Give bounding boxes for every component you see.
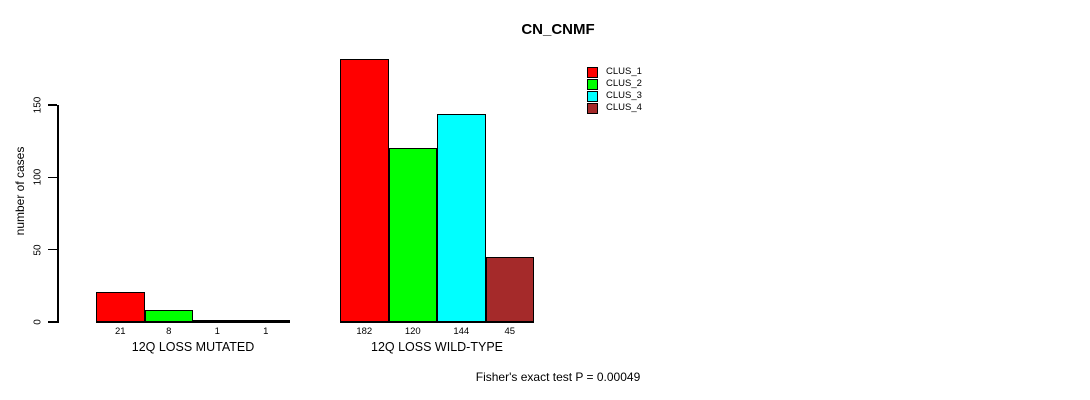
bar-value-label: 21 xyxy=(114,326,126,337)
bar xyxy=(485,256,534,322)
legend-swatch xyxy=(587,66,598,78)
legend-item: CLUS_4 xyxy=(587,102,642,114)
y-axis-tick xyxy=(48,104,57,106)
x-axis-category-label: 12Q LOSS MUTATED xyxy=(131,340,255,354)
y-axis-tick xyxy=(48,176,57,179)
bar xyxy=(437,113,486,322)
legend-swatch xyxy=(587,90,598,102)
x-axis-category-label: 12Q LOSS WILD-TYPE xyxy=(371,340,503,354)
bar-value-label: 144 xyxy=(453,326,470,337)
bar xyxy=(340,58,389,322)
y-axis-line xyxy=(57,105,59,323)
bar xyxy=(96,291,145,322)
legend-item: CLUS_1 xyxy=(587,66,642,78)
bar-value-label: 120 xyxy=(404,326,421,337)
legend-label: CLUS_2 xyxy=(606,78,642,89)
legend: CLUS_1 CLUS_2 CLUS_3 CLUS_4 xyxy=(587,66,642,114)
chart-title: CN_CNMF xyxy=(521,21,595,38)
bar-value-label: 182 xyxy=(356,326,373,337)
bar-value-label: 8 xyxy=(166,326,172,337)
y-axis-tick xyxy=(48,321,57,323)
legend-label: CLUS_4 xyxy=(606,102,642,113)
y-axis-tick-label: 50 xyxy=(32,244,44,256)
bar-value-label: 1 xyxy=(214,326,220,337)
x-baseline xyxy=(96,320,290,323)
bar-value-label: 45 xyxy=(504,326,516,337)
legend-swatch xyxy=(587,102,598,114)
y-axis-title: number of cases xyxy=(13,146,27,236)
y-axis-tick-label: 150 xyxy=(32,96,44,114)
bar-value-label: 1 xyxy=(263,326,269,337)
y-axis-tick xyxy=(48,248,57,251)
legend-item: CLUS_3 xyxy=(587,90,642,102)
y-axis-tick-label: 0 xyxy=(32,319,44,325)
legend-swatch xyxy=(587,78,598,90)
bar xyxy=(388,148,437,322)
legend-label: CLUS_1 xyxy=(606,66,642,77)
fisher-test-annotation: Fisher's exact test P = 0.00049 xyxy=(475,370,641,384)
x-baseline xyxy=(340,320,534,323)
legend-label: CLUS_3 xyxy=(606,90,642,101)
legend-item: CLUS_2 xyxy=(587,78,642,90)
y-axis-tick-label: 100 xyxy=(32,168,44,186)
